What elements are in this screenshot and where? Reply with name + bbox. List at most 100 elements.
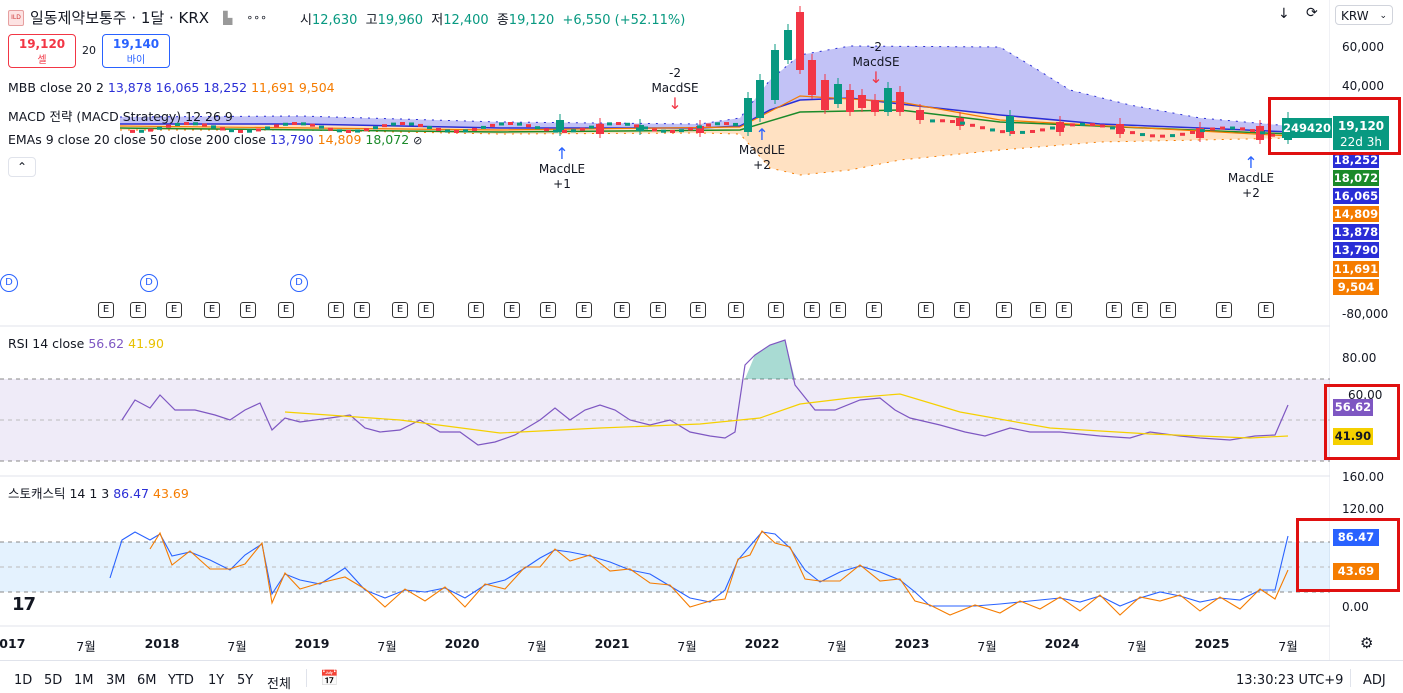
- earnings-marker[interactable]: E: [690, 302, 706, 318]
- time-axis-label: 7월: [677, 639, 697, 654]
- earnings-marker[interactable]: E: [830, 302, 846, 318]
- earnings-marker[interactable]: E: [866, 302, 882, 318]
- candle-body: [1080, 122, 1085, 126]
- earnings-marker[interactable]: E: [328, 302, 344, 318]
- legend-stochastic[interactable]: 스토캐스틱 14 1 3 86.47 43.69: [8, 486, 189, 501]
- earnings-marker[interactable]: E: [504, 302, 520, 318]
- dividend-marker[interactable]: D: [0, 274, 18, 292]
- time-axis-label: 2020: [444, 636, 480, 651]
- collapse-legend-button[interactable]: ⌃: [8, 157, 36, 177]
- timeframe-button[interactable]: 5Y: [237, 673, 254, 688]
- timeframe-button[interactable]: 6M: [137, 673, 157, 688]
- signal-macdse-2: -2 MacdSE ↓: [852, 40, 900, 87]
- candle-body: [706, 123, 711, 127]
- timeframe-button[interactable]: YTD: [168, 673, 194, 688]
- earnings-marker[interactable]: E: [468, 302, 484, 318]
- earnings-marker[interactable]: E: [1106, 302, 1122, 318]
- earnings-marker[interactable]: E: [1258, 302, 1274, 318]
- dividend-marker[interactable]: D: [140, 274, 158, 292]
- currency-select[interactable]: KRW ⌄: [1335, 5, 1393, 25]
- legend-rsi[interactable]: RSI 14 close 56.62 41.90: [8, 336, 164, 351]
- legend-macd[interactable]: MACD 전략 (MACD Strategy) 12 26 9: [8, 109, 233, 124]
- time-axis-label: 2022: [744, 636, 780, 651]
- ohlc-readout: 시12,630 고19,960 저12,400 종19,120 +6,550 (…: [300, 13, 686, 28]
- earnings-marker[interactable]: E: [392, 302, 408, 318]
- more-icon[interactable]: ∘∘∘: [246, 11, 267, 24]
- earnings-marker[interactable]: E: [1216, 302, 1232, 318]
- earnings-marker[interactable]: E: [278, 302, 294, 318]
- settings-gear-icon[interactable]: ⚙: [1360, 634, 1374, 652]
- candle-body: [265, 126, 270, 130]
- earnings-marker[interactable]: E: [918, 302, 934, 318]
- time-axis-label: 7월: [377, 639, 397, 654]
- earnings-marker[interactable]: E: [1132, 302, 1148, 318]
- candle-body: [1230, 126, 1235, 130]
- earnings-marker[interactable]: E: [354, 302, 370, 318]
- timeframe-button[interactable]: 1Y: [208, 673, 225, 688]
- signal-macdle-1: ↑ MacdLE +1: [538, 144, 586, 192]
- earnings-marker[interactable]: E: [240, 302, 256, 318]
- earnings-marker[interactable]: E: [1056, 302, 1072, 318]
- candle-body: [1190, 130, 1195, 134]
- candle-body: [310, 123, 315, 127]
- buy-button[interactable]: 19,140 바이: [102, 34, 170, 68]
- earnings-marker[interactable]: E: [768, 302, 784, 318]
- candle-body: [580, 127, 585, 131]
- candle-body: [355, 129, 360, 133]
- earnings-marker[interactable]: E: [204, 302, 220, 318]
- earnings-marker[interactable]: E: [98, 302, 114, 318]
- earnings-marker[interactable]: E: [540, 302, 556, 318]
- indicator-price-label: 16,065: [1333, 188, 1379, 204]
- candle-body: [256, 128, 261, 132]
- candle-body: [1090, 123, 1095, 127]
- time-axis-label: 7월: [827, 639, 847, 654]
- timeframe-button[interactable]: 3M: [106, 673, 126, 688]
- price-tick-40000: 40,000: [1342, 79, 1384, 93]
- candle-body: [1270, 133, 1275, 137]
- stoch-k-value-label: 86.47: [1333, 529, 1379, 546]
- indicator-price-label: 13,790: [1333, 242, 1379, 258]
- earnings-marker[interactable]: E: [166, 302, 182, 318]
- divider: [1350, 669, 1351, 687]
- clock-readout[interactable]: 13:30:23 UTC+9: [1236, 673, 1344, 688]
- price-tick-60000: 60,000: [1342, 40, 1384, 54]
- earnings-marker[interactable]: E: [418, 302, 434, 318]
- timeframe-button[interactable]: 전체: [267, 677, 291, 692]
- candle-body: [652, 128, 657, 132]
- stoch-tick-160: 160.00: [1342, 470, 1384, 484]
- symbol-title[interactable]: ILD 일동제약보통주 · 1달 · KRX ▙ ∘∘∘: [8, 7, 267, 28]
- chart-canvas[interactable]: [0, 0, 1330, 660]
- earnings-marker[interactable]: E: [614, 302, 630, 318]
- timeframe-button[interactable]: 1M: [74, 673, 94, 688]
- legend-emas[interactable]: EMAs 9 close 20 close 50 close 200 close…: [8, 132, 423, 147]
- earnings-marker[interactable]: E: [1160, 302, 1176, 318]
- candle-body: [553, 129, 558, 133]
- flag-icon[interactable]: ▙: [223, 10, 233, 25]
- earnings-marker[interactable]: E: [728, 302, 744, 318]
- earnings-marker[interactable]: E: [650, 302, 666, 318]
- stoch-d-line: [149, 530, 1289, 616]
- candle-body: [1150, 134, 1155, 138]
- time-axis-label: 2025: [1194, 636, 1230, 651]
- candle-body: [1180, 132, 1185, 136]
- earnings-marker[interactable]: E: [804, 302, 820, 318]
- hidden-eye-icon[interactable]: ⊘: [413, 134, 423, 147]
- legend-mbb[interactable]: MBB close 20 2 13,878 16,065 18,252 11,6…: [8, 80, 335, 95]
- download-icon[interactable]: ↓: [1278, 6, 1290, 22]
- rsi-tick-80: 80.00: [1342, 351, 1377, 365]
- adjust-toggle[interactable]: ADJ: [1363, 673, 1386, 688]
- earnings-marker[interactable]: E: [996, 302, 1012, 318]
- timeframe-button[interactable]: 5D: [44, 673, 63, 688]
- candle-body: [499, 122, 504, 126]
- dividend-marker[interactable]: D: [290, 274, 308, 292]
- earnings-marker[interactable]: E: [954, 302, 970, 318]
- earnings-marker[interactable]: E: [130, 302, 146, 318]
- earnings-marker[interactable]: E: [576, 302, 592, 318]
- sell-button[interactable]: 19,120 셀: [8, 34, 76, 68]
- timeframe-button[interactable]: 1D: [14, 673, 33, 688]
- earnings-marker[interactable]: E: [1030, 302, 1046, 318]
- rsi-value-label: 56.62: [1333, 399, 1373, 416]
- stoch-tick-120: 120.00: [1342, 502, 1384, 516]
- refresh-icon[interactable]: ⟳: [1306, 5, 1318, 21]
- date-range-calendar-icon[interactable]: 📅: [320, 669, 339, 687]
